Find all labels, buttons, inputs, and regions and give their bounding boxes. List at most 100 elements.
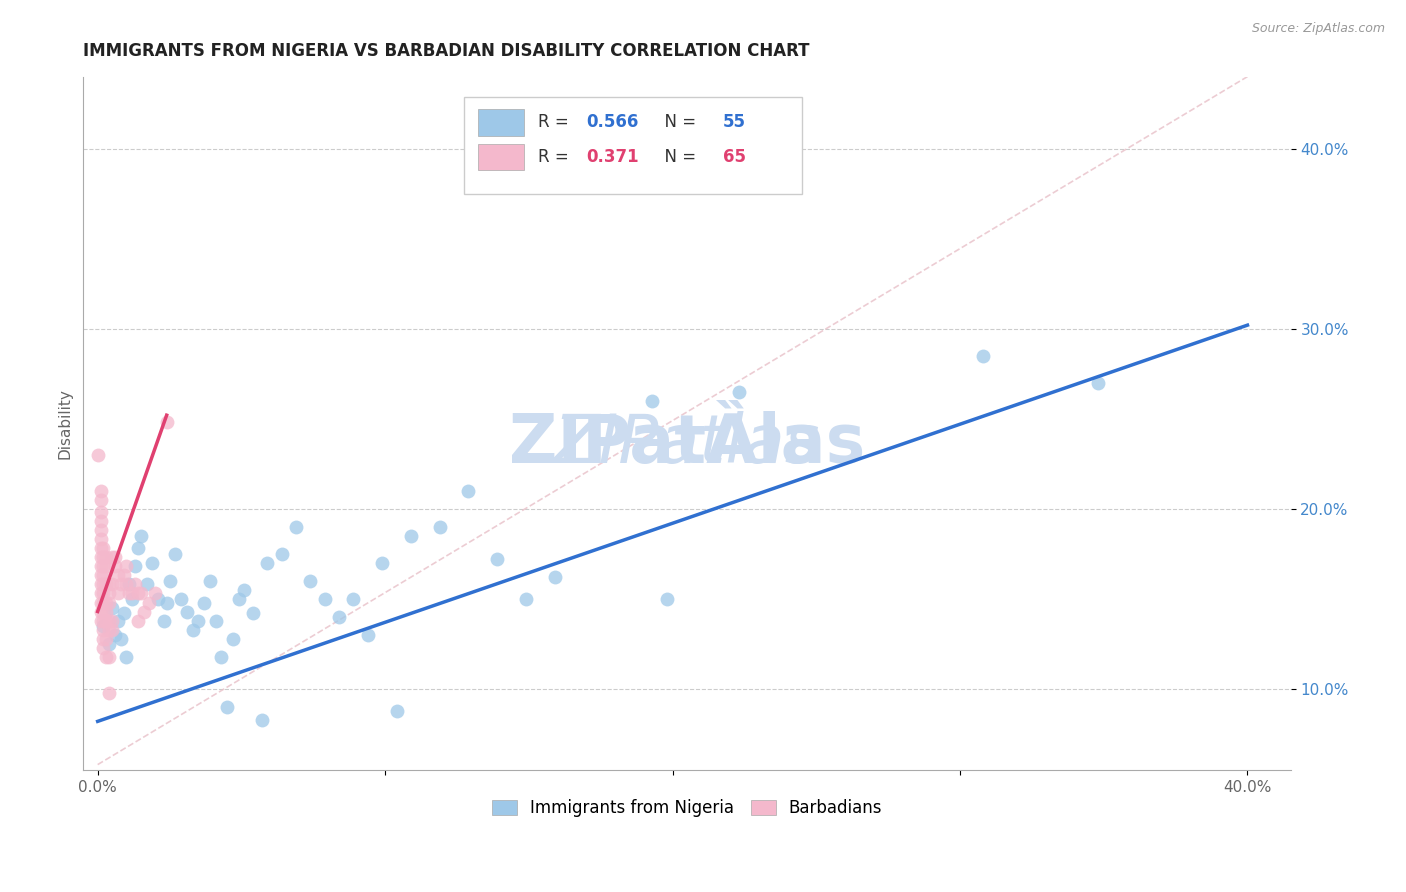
Point <box>90 586 112 600</box>
Point <box>299 574 322 588</box>
Point <box>285 520 308 534</box>
Point <box>104 559 127 574</box>
Point <box>101 614 124 628</box>
Point <box>90 533 112 547</box>
Point <box>90 550 112 565</box>
Point <box>90 515 112 529</box>
Point <box>93 595 115 609</box>
Point <box>146 591 169 606</box>
Point <box>127 541 149 556</box>
Point <box>101 577 124 591</box>
Point <box>112 568 135 582</box>
Point <box>115 649 138 664</box>
Point <box>129 529 152 543</box>
Point <box>135 577 157 591</box>
Point <box>93 605 115 619</box>
Text: R =: R = <box>538 148 575 166</box>
Point <box>93 559 115 574</box>
Point <box>143 586 166 600</box>
Point <box>90 595 112 609</box>
Point <box>93 623 115 637</box>
Point <box>107 586 129 600</box>
Point <box>107 568 129 582</box>
Point <box>170 591 193 606</box>
Point <box>242 607 264 621</box>
Point <box>129 586 152 600</box>
Point <box>159 574 181 588</box>
Point <box>399 529 422 543</box>
Point <box>204 614 226 628</box>
Point <box>90 559 112 574</box>
Bar <box>478 109 524 136</box>
Point <box>176 605 198 619</box>
Point <box>96 550 118 565</box>
Point <box>98 586 121 600</box>
Point <box>132 605 155 619</box>
Text: Source: ZipAtlas.com: Source: ZipAtlas.com <box>1251 22 1385 36</box>
Point <box>256 556 278 570</box>
Point <box>104 550 127 565</box>
Point <box>198 574 221 588</box>
Text: 65: 65 <box>723 148 747 166</box>
Point <box>93 640 115 655</box>
Point <box>90 492 112 507</box>
Point <box>93 619 115 633</box>
Point <box>515 591 537 606</box>
Point <box>115 559 138 574</box>
Point <box>96 649 118 664</box>
Legend: Immigrants from Nigeria, Barbadians: Immigrants from Nigeria, Barbadians <box>485 793 889 824</box>
Point <box>90 541 112 556</box>
FancyBboxPatch shape <box>464 97 801 194</box>
Point <box>96 632 118 646</box>
Text: ZIPatlas: ZIPatlas <box>554 411 820 477</box>
Point <box>270 547 292 561</box>
Point <box>187 614 209 628</box>
Point <box>101 623 124 637</box>
Text: R =: R = <box>538 113 575 131</box>
Point <box>90 577 112 591</box>
Bar <box>478 144 524 170</box>
Point <box>96 559 118 574</box>
Point <box>641 393 664 408</box>
Point <box>655 591 678 606</box>
Point <box>98 649 121 664</box>
Point <box>118 586 141 600</box>
Point <box>342 591 364 606</box>
Point <box>457 483 479 498</box>
Point <box>101 550 124 565</box>
Point <box>222 632 245 646</box>
Point <box>141 556 163 570</box>
Point <box>93 614 115 628</box>
Point <box>250 713 273 727</box>
Point <box>98 614 121 628</box>
Point <box>90 483 112 498</box>
Point <box>138 595 160 609</box>
Point <box>371 556 394 570</box>
Point <box>127 586 149 600</box>
Point <box>96 595 118 609</box>
Point <box>93 541 115 556</box>
Point <box>98 577 121 591</box>
Text: IMMIGRANTS FROM NIGERIA VS BARBADIAN DISABILITY CORRELATION CHART: IMMIGRANTS FROM NIGERIA VS BARBADIAN DIS… <box>83 42 810 60</box>
Point <box>124 559 146 574</box>
Point <box>98 623 121 637</box>
Point <box>429 520 451 534</box>
Point <box>101 601 124 615</box>
Point <box>209 649 232 664</box>
Point <box>90 605 112 619</box>
Point <box>156 416 179 430</box>
Point <box>727 384 749 399</box>
Point <box>544 570 567 584</box>
Point <box>1087 376 1109 390</box>
Text: N =: N = <box>654 113 702 131</box>
Point <box>181 623 204 637</box>
Point <box>121 591 143 606</box>
Point <box>96 605 118 619</box>
Text: 0.566: 0.566 <box>586 113 640 131</box>
Point <box>86 448 108 462</box>
Point <box>115 577 138 591</box>
Point <box>127 614 149 628</box>
Point <box>93 632 115 646</box>
Point <box>98 685 121 699</box>
Point <box>165 547 187 561</box>
